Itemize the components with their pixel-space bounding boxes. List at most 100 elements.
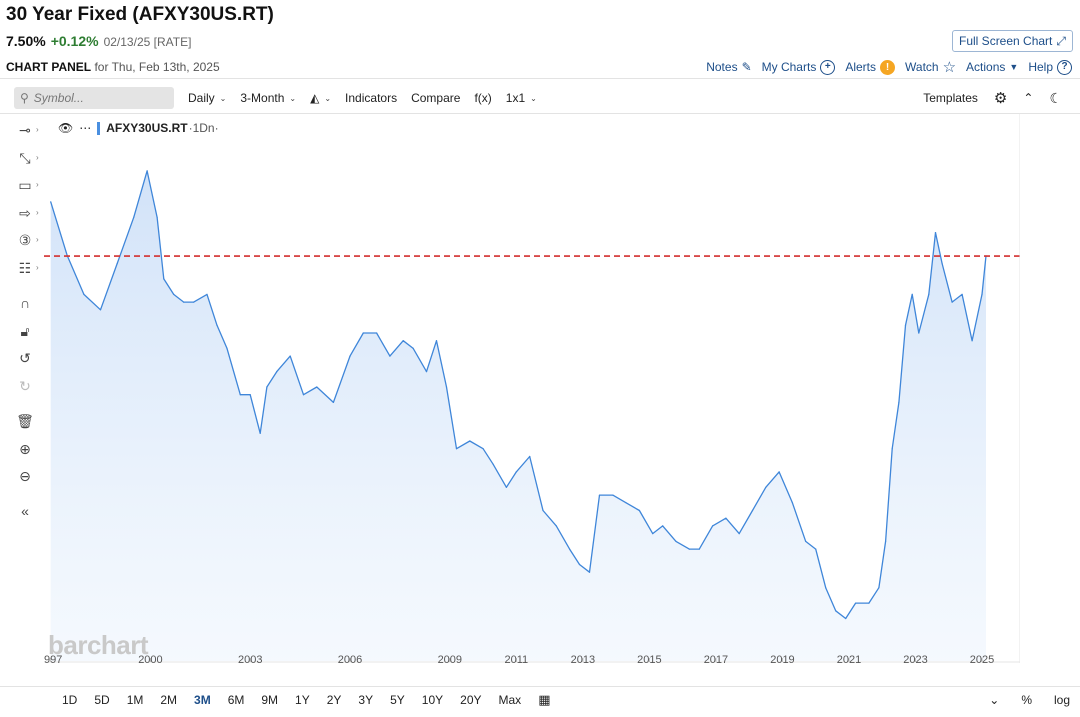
- data-point: [738, 533, 740, 535]
- data-point: [904, 324, 907, 326]
- chart-panel-label: CHART PANEL for Thu, Feb 13th, 2025: [6, 60, 220, 74]
- data-point: [778, 471, 780, 473]
- help-button[interactable]: Help?: [1028, 59, 1072, 75]
- magnet-icon[interactable]: ∩: [19, 295, 31, 311]
- compare-button[interactable]: Compare: [411, 91, 460, 105]
- data-point: [376, 332, 378, 334]
- zoom-in-icon[interactable]: ⊕: [19, 440, 31, 457]
- symbol-search-placeholder: Symbol...: [33, 91, 84, 105]
- data-point: [469, 440, 471, 442]
- trendline-icon[interactable]: ⤡: [19, 149, 31, 166]
- indicators-button[interactable]: Indicators: [345, 91, 397, 105]
- data-point: [891, 448, 893, 450]
- range-10y[interactable]: 10Y: [421, 693, 444, 707]
- range-1y[interactable]: 1Y: [295, 693, 310, 707]
- chevron-right-icon[interactable]: ›: [36, 263, 39, 272]
- data-point: [878, 587, 880, 589]
- scroll-down-icon[interactable]: ⌄: [989, 693, 1000, 707]
- crosshair-icon[interactable]: ⊸: [19, 121, 31, 138]
- fibonacci-icon[interactable]: ☷: [18, 259, 32, 276]
- data-point: [751, 509, 754, 512]
- range-6m[interactable]: 6M: [227, 693, 245, 707]
- range-9m[interactable]: 9M: [261, 693, 279, 707]
- range-2m[interactable]: 2M: [160, 693, 178, 707]
- quote-meta: 02/13/25 [RATE]: [103, 35, 192, 49]
- range-max[interactable]: Max: [498, 693, 522, 707]
- data-point: [961, 293, 963, 295]
- data-point: [435, 340, 438, 342]
- data-point: [156, 216, 158, 218]
- chevron-right-icon[interactable]: ›: [36, 208, 39, 217]
- data-point: [302, 394, 305, 396]
- data-point: [835, 610, 837, 612]
- range-20y[interactable]: 20Y: [460, 693, 482, 707]
- chevron-right-icon[interactable]: ›: [36, 180, 39, 189]
- divider: [0, 113, 1080, 114]
- range-1d[interactable]: 1D: [62, 693, 78, 707]
- dark-mode-icon[interactable]: ☾: [1049, 89, 1062, 106]
- x-tick-label: 2019: [770, 654, 794, 663]
- collapse-icon[interactable]: ⌃: [1023, 91, 1034, 105]
- compare-label: Compare: [411, 91, 461, 105]
- function-button[interactable]: f(x): [474, 91, 491, 105]
- data-point: [698, 548, 700, 550]
- my-charts-label: My Charts: [761, 60, 817, 74]
- gear-icon[interactable]: ⚙: [993, 90, 1008, 107]
- data-point: [791, 502, 794, 504]
- data-point: [885, 540, 887, 542]
- trash-icon[interactable]: 🗑︎: [16, 412, 34, 429]
- data-point: [183, 301, 185, 303]
- redo-icon[interactable]: ↻: [19, 377, 31, 394]
- data-point: [712, 525, 714, 527]
- symbol-search-input[interactable]: ⚲ Symbol...: [14, 87, 174, 109]
- log-toggle[interactable]: log: [1053, 693, 1070, 707]
- zoom-out-icon[interactable]: ⊖: [19, 467, 31, 484]
- chart-type-dropdown[interactable]: ◭ ⌄: [310, 91, 331, 105]
- percent-toggle[interactable]: %: [1021, 693, 1032, 707]
- rectangle-icon[interactable]: ▭: [18, 176, 32, 193]
- chevron-right-icon[interactable]: ›: [36, 235, 39, 244]
- range-3y[interactable]: 3Y: [358, 693, 374, 707]
- data-point: [116, 262, 118, 265]
- full-screen-chart-button[interactable]: Full Screen Chart ⤢: [952, 30, 1073, 52]
- more-icon[interactable]: ⋯: [79, 121, 92, 135]
- templates-button[interactable]: Templates: [923, 91, 978, 105]
- chevron-right-icon[interactable]: ›: [36, 153, 39, 162]
- chart-panel-title: CHART PANEL: [6, 60, 92, 74]
- calendar-icon[interactable]: ▦: [538, 692, 551, 707]
- data-point: [725, 517, 727, 519]
- lock-icon[interactable]: 🔓︎: [20, 322, 30, 339]
- watch-button[interactable]: Watch ☆: [905, 58, 956, 76]
- interval-dropdown[interactable]: Daily ⌄: [188, 91, 226, 105]
- eye-icon[interactable]: 👁︎: [58, 121, 74, 135]
- range-5d[interactable]: 5D: [94, 693, 110, 707]
- chart-panel-date: for Thu, Feb 13th, 2025: [94, 60, 220, 74]
- range-5y[interactable]: 5Y: [390, 693, 405, 707]
- data-point: [555, 525, 557, 527]
- collapse-tools-icon[interactable]: «: [21, 503, 29, 519]
- alerts-button[interactable]: Alerts!: [845, 59, 896, 75]
- chevron-down-icon: ⌄: [289, 93, 297, 103]
- my-charts-button[interactable]: My Charts +: [761, 59, 836, 75]
- data-point: [815, 548, 817, 550]
- range-2y[interactable]: 2Y: [326, 693, 342, 707]
- data-point: [289, 355, 291, 357]
- undo-icon[interactable]: ↺: [19, 349, 31, 366]
- arrow-icon[interactable]: ⇨: [19, 204, 31, 221]
- period-dropdown[interactable]: 3-Month ⌄: [240, 91, 296, 105]
- data-point: [529, 455, 531, 458]
- price-chart[interactable]: 0.074970.090000.085000.080000.075000.070…: [44, 113, 1020, 663]
- data-point: [612, 494, 614, 496]
- data-point: [412, 347, 414, 349]
- range-3m[interactable]: 3M: [194, 693, 211, 707]
- chevron-right-icon[interactable]: ›: [36, 125, 39, 134]
- annotation-icon[interactable]: ③: [18, 231, 32, 248]
- notes-button[interactable]: Notes ✎: [706, 60, 751, 74]
- data-point: [981, 293, 983, 295]
- range-1m[interactable]: 1M: [126, 693, 144, 707]
- data-point: [588, 571, 591, 573]
- layout-dropdown[interactable]: 1x1 ⌄: [506, 91, 537, 105]
- actions-label: Actions: [966, 60, 1006, 74]
- actions-menu[interactable]: Actions ▼: [966, 60, 1018, 74]
- data-point: [825, 587, 827, 589]
